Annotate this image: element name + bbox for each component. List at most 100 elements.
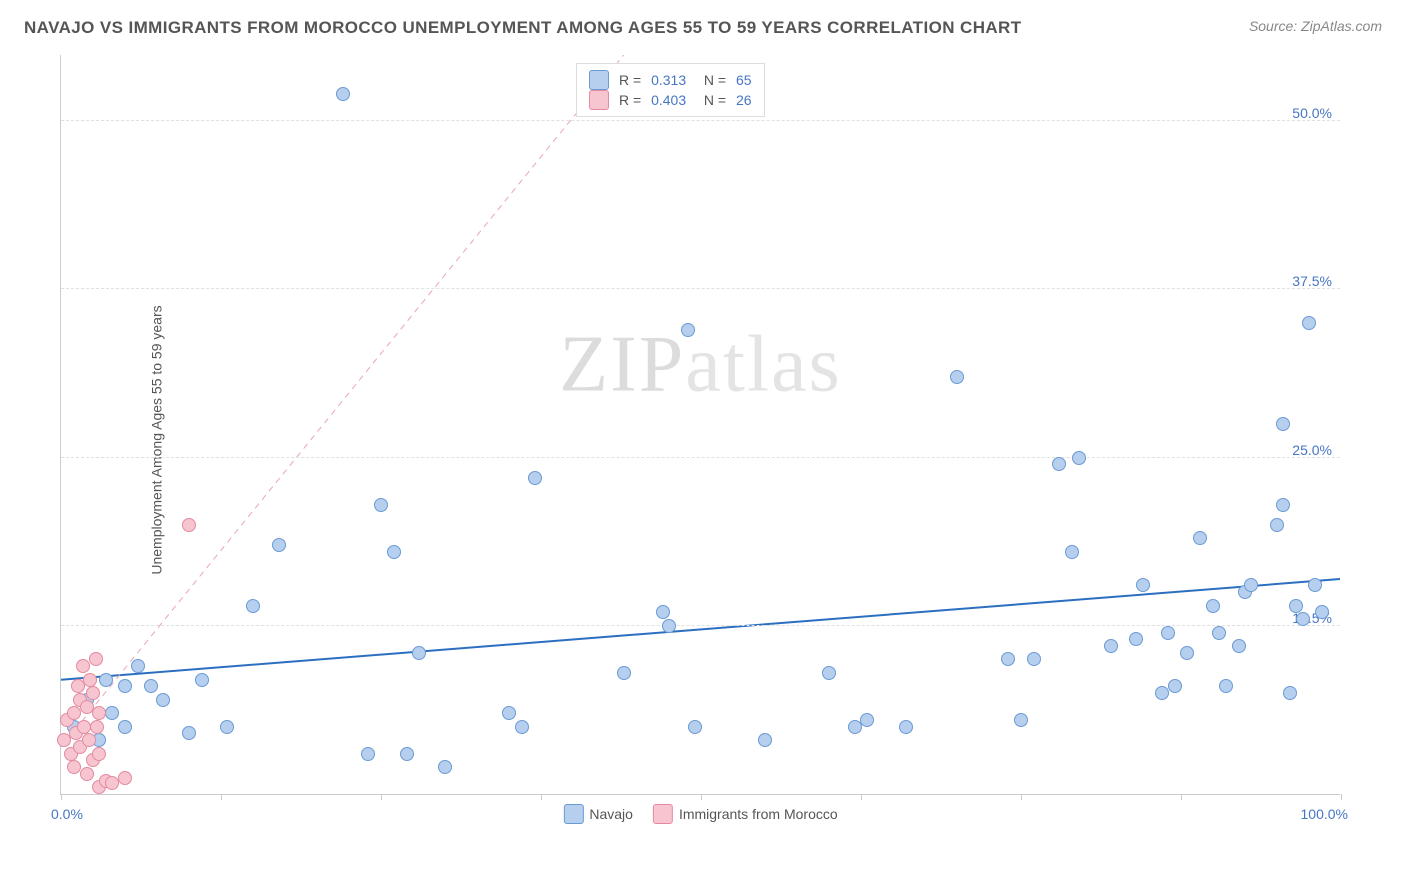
data-point (528, 471, 542, 485)
data-point (1052, 457, 1066, 471)
data-point (182, 518, 196, 532)
data-point (92, 706, 106, 720)
legend-swatch (589, 90, 609, 110)
gridline (61, 457, 1340, 458)
data-point (89, 652, 103, 666)
data-point (412, 646, 426, 660)
data-point (1206, 599, 1220, 613)
data-point (80, 767, 94, 781)
data-point (246, 599, 260, 613)
data-point (83, 673, 97, 687)
chart-title: NAVAJO VS IMMIGRANTS FROM MOROCCO UNEMPL… (24, 18, 1022, 38)
data-point (99, 673, 113, 687)
data-point (758, 733, 772, 747)
n-label: N = (696, 72, 726, 88)
watermark-thin: atlas (685, 321, 842, 409)
y-tick-label: 25.0% (1292, 442, 1332, 458)
stats-legend-box: R = 0.313 N = 65R = 0.403 N = 26 (576, 63, 765, 117)
data-point (71, 679, 85, 693)
data-point (1276, 498, 1290, 512)
data-point (57, 733, 71, 747)
data-point (90, 720, 104, 734)
legend-swatch (653, 804, 673, 824)
data-point (1232, 639, 1246, 653)
data-point (1014, 713, 1028, 727)
watermark: ZIPatlas (559, 320, 842, 411)
legend-label: Immigrants from Morocco (679, 806, 838, 822)
data-point (1104, 639, 1118, 653)
source-link[interactable]: ZipAtlas.com (1301, 18, 1382, 34)
data-point (387, 545, 401, 559)
data-point (1289, 599, 1303, 613)
stats-row: R = 0.313 N = 65 (589, 70, 752, 90)
data-point (361, 747, 375, 761)
data-point (1180, 646, 1194, 660)
data-point (182, 726, 196, 740)
legend-item: Navajo (563, 804, 633, 824)
trend-line (61, 579, 1340, 680)
x-tick (1341, 794, 1342, 800)
x-tick (381, 794, 382, 800)
x-tick (861, 794, 862, 800)
data-point (82, 733, 96, 747)
x-tick (61, 794, 62, 800)
x-tick (701, 794, 702, 800)
data-point (400, 747, 414, 761)
data-point (438, 760, 452, 774)
data-point (899, 720, 913, 734)
data-point (1155, 686, 1169, 700)
data-point (1283, 686, 1297, 700)
trend-line (61, 55, 624, 747)
data-point (374, 498, 388, 512)
data-point (502, 706, 516, 720)
data-point (1072, 451, 1086, 465)
data-point (1168, 679, 1182, 693)
source-prefix: Source: (1249, 18, 1301, 34)
data-point (1270, 518, 1284, 532)
x-axis-min-label: 0.0% (51, 806, 83, 822)
data-point (1027, 652, 1041, 666)
data-point (118, 720, 132, 734)
data-point (1161, 626, 1175, 640)
gridline (61, 120, 1340, 121)
r-value: 0.403 (647, 92, 686, 108)
y-tick-label: 37.5% (1292, 273, 1332, 289)
n-value: 65 (732, 72, 751, 88)
data-point (617, 666, 631, 680)
gridline (61, 288, 1340, 289)
data-point (860, 713, 874, 727)
data-point (1315, 605, 1329, 619)
n-value: 26 (732, 92, 751, 108)
r-label: R = (619, 92, 641, 108)
data-point (950, 370, 964, 384)
data-point (76, 659, 90, 673)
watermark-bold: ZIP (559, 321, 685, 409)
data-point (1065, 545, 1079, 559)
gridline (61, 625, 1340, 626)
data-point (1193, 531, 1207, 545)
data-point (1296, 612, 1310, 626)
data-point (92, 747, 106, 761)
data-point (272, 538, 286, 552)
data-point (662, 619, 676, 633)
data-point (1308, 578, 1322, 592)
data-point (131, 659, 145, 673)
data-point (195, 673, 209, 687)
legend-swatch (563, 804, 583, 824)
data-point (118, 771, 132, 785)
data-point (1001, 652, 1015, 666)
trend-lines (61, 55, 1340, 794)
data-point (156, 693, 170, 707)
x-tick (1021, 794, 1022, 800)
data-point (1276, 417, 1290, 431)
data-point (1244, 578, 1258, 592)
x-axis-max-label: 100.0% (1301, 806, 1348, 822)
legend-swatch (589, 70, 609, 90)
data-point (86, 686, 100, 700)
r-label: R = (619, 72, 641, 88)
data-point (220, 720, 234, 734)
legend-item: Immigrants from Morocco (653, 804, 838, 824)
data-point (118, 679, 132, 693)
x-tick (541, 794, 542, 800)
data-point (515, 720, 529, 734)
